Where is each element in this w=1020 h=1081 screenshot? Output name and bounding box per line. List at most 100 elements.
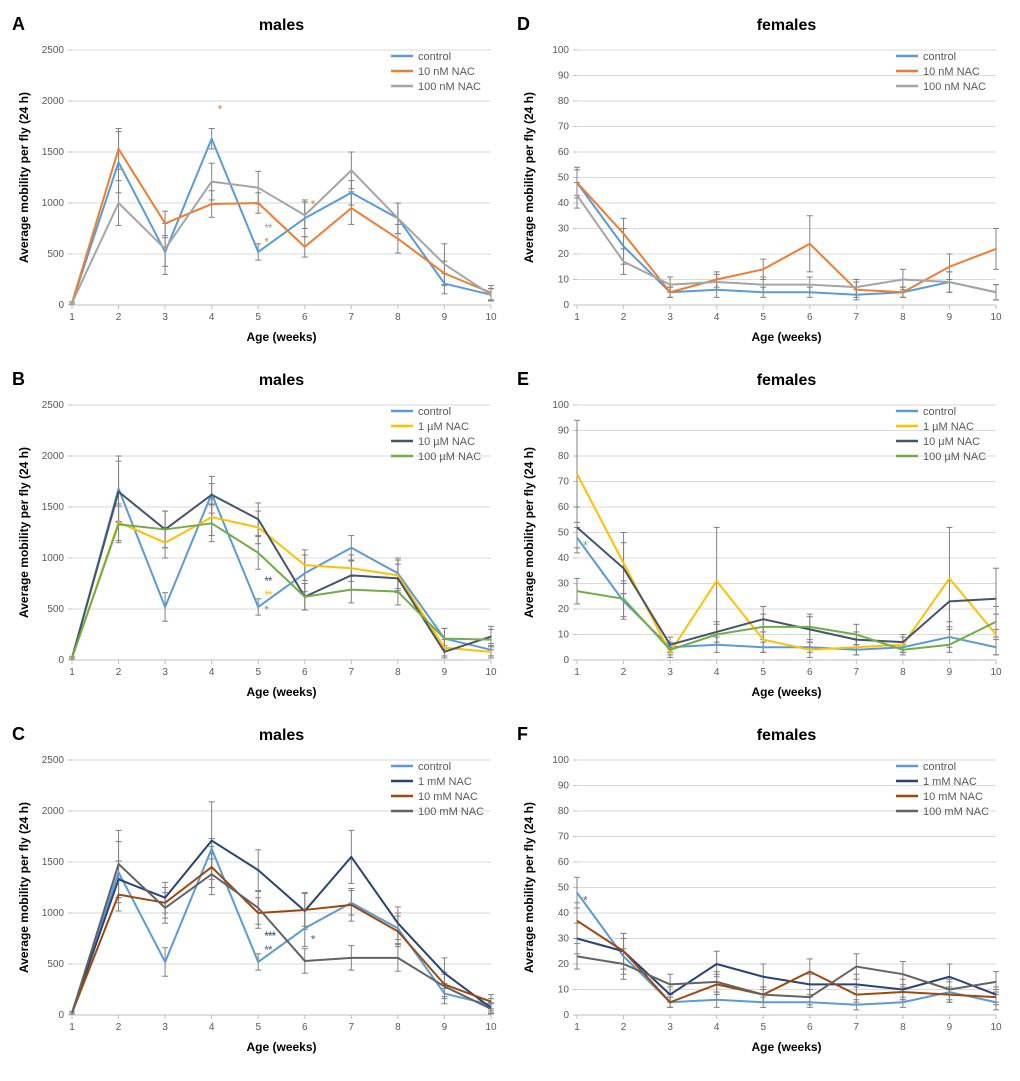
svg-text:0: 0 — [58, 1010, 64, 1021]
svg-text:70: 70 — [558, 832, 570, 843]
svg-text:*: * — [264, 603, 269, 617]
svg-text:9: 9 — [947, 312, 953, 323]
svg-text:4: 4 — [714, 1022, 720, 1033]
svg-text:6: 6 — [302, 1022, 308, 1033]
svg-text:10: 10 — [485, 1022, 497, 1033]
svg-text:**: ** — [264, 221, 273, 235]
svg-text:0: 0 — [58, 300, 64, 311]
svg-text:10 µM NAC: 10 µM NAC — [418, 436, 475, 448]
svg-text:9: 9 — [442, 667, 448, 678]
svg-text:7: 7 — [349, 667, 355, 678]
panel-letter: F — [517, 724, 528, 745]
svg-text:males: males — [259, 372, 304, 389]
svg-text:6: 6 — [807, 1022, 813, 1033]
panel-letter: C — [12, 724, 25, 745]
svg-text:9: 9 — [947, 1022, 953, 1033]
svg-text:Average mobility per fly (24 h: Average mobility per fly (24 h) — [522, 92, 536, 263]
svg-text:10: 10 — [485, 312, 497, 323]
svg-text:2500: 2500 — [42, 45, 65, 56]
svg-text:6: 6 — [807, 667, 813, 678]
svg-text:1: 1 — [69, 1022, 75, 1033]
svg-text:5: 5 — [255, 312, 261, 323]
svg-text:4: 4 — [209, 1022, 215, 1033]
svg-text:6: 6 — [302, 312, 308, 323]
svg-text:1 µM NAC: 1 µM NAC — [418, 421, 469, 433]
svg-text:8: 8 — [395, 1022, 401, 1033]
svg-text:1 mM NAC: 1 mM NAC — [923, 776, 977, 788]
svg-text:20: 20 — [558, 604, 570, 615]
svg-text:9: 9 — [947, 667, 953, 678]
svg-text:7: 7 — [349, 312, 355, 323]
svg-text:***: *** — [264, 929, 276, 943]
svg-text:10: 10 — [558, 275, 570, 286]
svg-text:2500: 2500 — [42, 400, 65, 411]
svg-text:50: 50 — [558, 173, 570, 184]
svg-text:Age (weeks): Age (weeks) — [246, 1040, 316, 1054]
svg-text:100: 100 — [552, 400, 569, 411]
svg-text:2: 2 — [621, 1022, 627, 1033]
svg-text:1: 1 — [574, 667, 580, 678]
svg-text:8: 8 — [900, 1022, 906, 1033]
svg-text:500: 500 — [47, 249, 64, 260]
svg-text:0: 0 — [563, 300, 569, 311]
svg-text:5: 5 — [255, 1022, 261, 1033]
panel-D: D010203040506070809010012345678910female… — [515, 10, 1010, 355]
svg-text:7: 7 — [349, 1022, 355, 1033]
svg-text:2: 2 — [116, 312, 122, 323]
svg-text:80: 80 — [558, 806, 570, 817]
svg-text:100: 100 — [552, 45, 569, 56]
svg-text:4: 4 — [209, 667, 215, 678]
svg-text:10 mM NAC: 10 mM NAC — [923, 791, 983, 803]
svg-text:3: 3 — [162, 667, 168, 678]
svg-text:60: 60 — [558, 857, 570, 868]
svg-text:Average mobility per fly (24 h: Average mobility per fly (24 h) — [522, 802, 536, 973]
svg-text:Age (weeks): Age (weeks) — [246, 330, 316, 344]
svg-text:10: 10 — [990, 667, 1002, 678]
svg-text:10: 10 — [558, 985, 570, 996]
svg-text:3: 3 — [162, 312, 168, 323]
svg-text:500: 500 — [47, 959, 64, 970]
panel-E: E010203040506070809010012345678910*femal… — [515, 365, 1010, 710]
panel-B: B0500100015002000250012345678910*****mal… — [10, 365, 505, 710]
svg-text:10 µM NAC: 10 µM NAC — [923, 436, 980, 448]
svg-text:90: 90 — [558, 426, 570, 437]
svg-text:2000: 2000 — [42, 96, 65, 107]
svg-text:80: 80 — [558, 96, 570, 107]
svg-text:**: ** — [264, 574, 273, 588]
svg-text:10: 10 — [990, 312, 1002, 323]
panel-F: F010203040506070809010012345678910*femal… — [515, 720, 1010, 1065]
svg-text:Average mobility per fly (24 h: Average mobility per fly (24 h) — [17, 802, 31, 973]
svg-text:6: 6 — [807, 312, 813, 323]
svg-text:8: 8 — [395, 312, 401, 323]
svg-text:1: 1 — [69, 667, 75, 678]
svg-text:7: 7 — [854, 667, 860, 678]
svg-text:100 mM NAC: 100 mM NAC — [923, 806, 989, 818]
svg-text:4: 4 — [209, 312, 215, 323]
svg-text:20: 20 — [558, 959, 570, 970]
svg-text:*: * — [264, 235, 269, 249]
svg-text:60: 60 — [558, 502, 570, 513]
panel-letter: A — [12, 14, 25, 35]
svg-text:8: 8 — [395, 667, 401, 678]
svg-text:2000: 2000 — [42, 806, 65, 817]
panel-letter: B — [12, 369, 25, 390]
svg-text:8: 8 — [900, 312, 906, 323]
svg-text:10: 10 — [558, 630, 570, 641]
svg-text:1000: 1000 — [42, 553, 65, 564]
svg-text:5: 5 — [255, 667, 261, 678]
svg-text:9: 9 — [442, 312, 448, 323]
svg-text:Age (weeks): Age (weeks) — [751, 685, 821, 699]
svg-text:10 nM NAC: 10 nM NAC — [923, 66, 980, 78]
svg-text:control: control — [418, 51, 451, 63]
svg-text:1: 1 — [574, 1022, 580, 1033]
svg-text:10 mM NAC: 10 mM NAC — [418, 791, 478, 803]
svg-text:2: 2 — [621, 667, 627, 678]
svg-text:control: control — [418, 761, 451, 773]
svg-text:5: 5 — [760, 667, 766, 678]
svg-text:100 µM NAC: 100 µM NAC — [418, 451, 481, 463]
svg-text:control: control — [923, 51, 956, 63]
svg-text:2000: 2000 — [42, 451, 65, 462]
svg-text:**: ** — [264, 943, 273, 957]
svg-text:70: 70 — [558, 477, 570, 488]
svg-text:100 µM NAC: 100 µM NAC — [923, 451, 986, 463]
